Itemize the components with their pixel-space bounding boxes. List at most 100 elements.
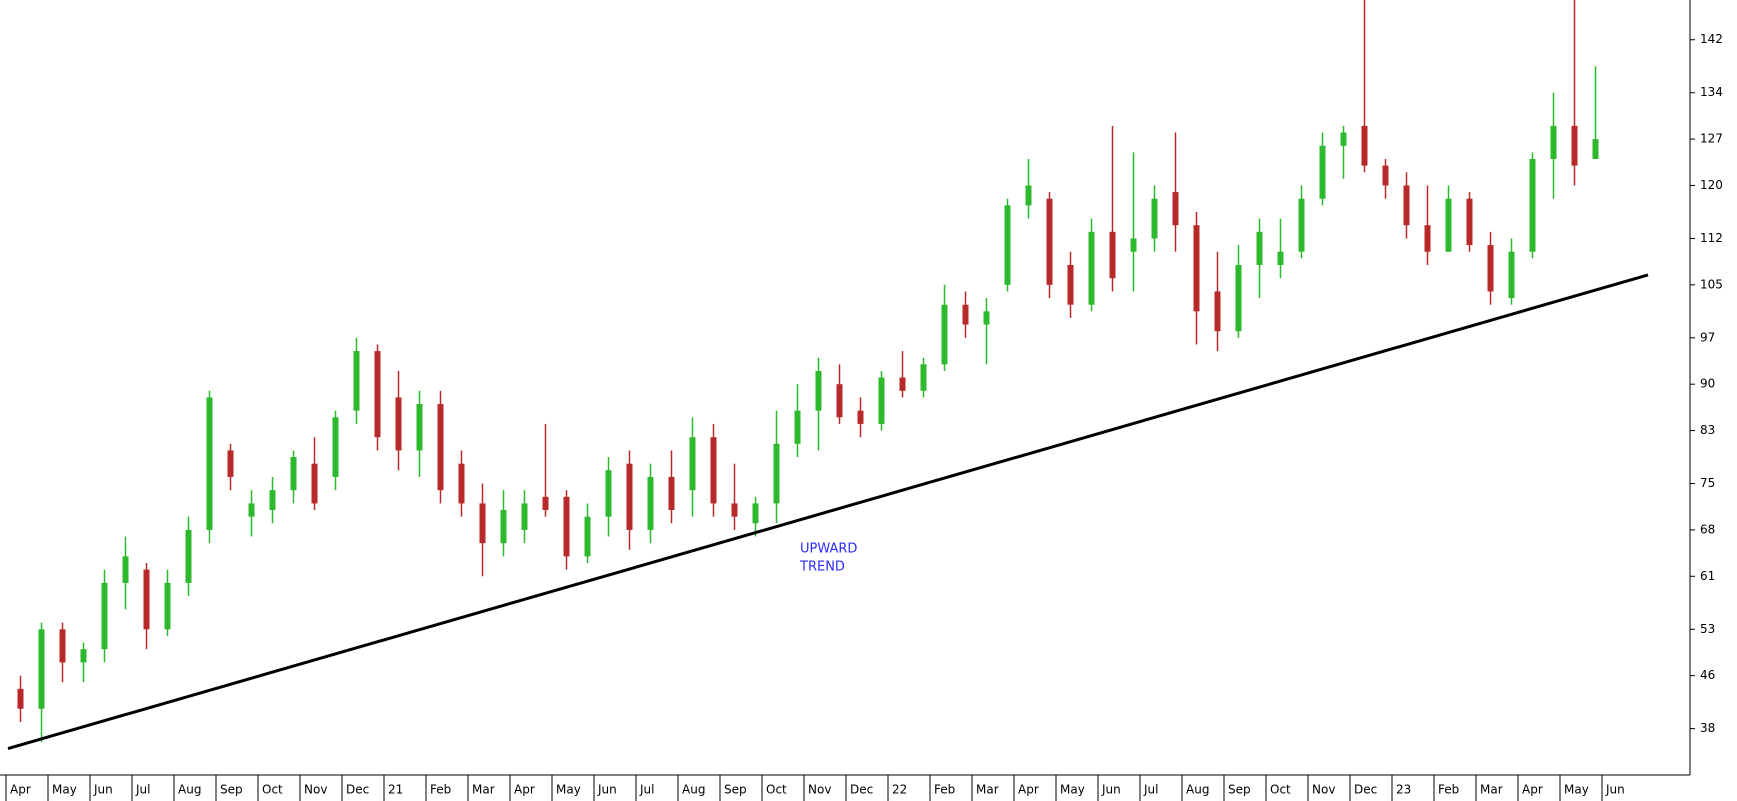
candle-body <box>1109 231 1116 279</box>
y-tick-label: 105 <box>1700 277 1723 291</box>
candle-body <box>269 490 276 511</box>
candle-body <box>836 384 843 418</box>
x-tick-label: Apr <box>1522 783 1543 797</box>
x-tick-label: Mar <box>1480 783 1503 797</box>
x-tick-label: Nov <box>808 783 831 797</box>
candle-body <box>17 688 24 709</box>
x-tick-label: Aug <box>1186 783 1209 797</box>
x-tick-label: May <box>1564 783 1589 797</box>
candle-body <box>164 582 171 630</box>
x-tick-label: Sep <box>220 783 243 797</box>
candle-body <box>1277 251 1284 265</box>
candle-body <box>1172 192 1179 226</box>
x-tick-label: Jun <box>597 783 617 797</box>
trend-line <box>7 273 1649 750</box>
y-tick-label: 90 <box>1700 377 1715 391</box>
candle-body <box>1046 198 1053 285</box>
candle-body <box>458 463 465 504</box>
x-tick-label: Apr <box>1018 783 1039 797</box>
x-tick-label: Jun <box>1101 783 1121 797</box>
candle-body <box>878 377 885 424</box>
candle-body <box>374 351 381 438</box>
x-tick-label: Sep <box>1228 783 1251 797</box>
candle-body <box>794 410 801 444</box>
x-tick-label: Apr <box>10 783 31 797</box>
x-tick-label: Feb <box>430 783 451 797</box>
y-tick-label: 75 <box>1700 476 1715 490</box>
candle-body <box>1004 205 1011 285</box>
candle-body <box>815 370 822 411</box>
x-tick-label: Nov <box>304 783 327 797</box>
candle-body <box>731 503 738 517</box>
candle-body <box>521 503 528 530</box>
x-tick-label: Feb <box>1438 783 1459 797</box>
candle-body <box>1361 125 1368 166</box>
y-tick-label: 61 <box>1700 569 1715 583</box>
x-tick-label: Dec <box>346 783 369 797</box>
x-tick-label: Apr <box>514 783 535 797</box>
x-tick-label: Oct <box>262 783 283 797</box>
candle-body <box>437 404 444 491</box>
candle-body <box>1550 125 1557 159</box>
candle-body <box>1403 185 1410 226</box>
candle-body <box>206 397 213 530</box>
x-tick-label: Oct <box>1270 783 1291 797</box>
y-tick-label: 97 <box>1700 330 1715 344</box>
candle-body <box>1298 198 1305 252</box>
x-tick-label: Mar <box>472 783 495 797</box>
candle-body <box>542 496 549 511</box>
x-tick-label: Sep <box>724 783 747 797</box>
candle-body <box>1151 198 1158 239</box>
candle-body <box>143 569 150 630</box>
candle-body <box>668 476 675 511</box>
x-tick-label: May <box>1060 783 1085 797</box>
candle-body <box>1214 291 1221 332</box>
candle-body <box>899 377 906 391</box>
y-tick-label: 142 <box>1700 32 1723 46</box>
candle-body <box>1340 132 1347 146</box>
candle-body <box>689 437 696 491</box>
x-tick-label: May <box>556 783 581 797</box>
candle-body <box>626 463 633 530</box>
x-tick-label: Jul <box>1143 783 1158 797</box>
candle-body <box>248 503 255 517</box>
y-tick-label: 38 <box>1700 721 1715 735</box>
candle-body <box>941 304 948 365</box>
x-tick-label: 21 <box>388 783 403 797</box>
y-tick-label: 83 <box>1700 423 1715 437</box>
candle-body <box>80 649 87 663</box>
x-tick-label: Mar <box>976 783 999 797</box>
candle-body <box>563 496 570 557</box>
candle-body <box>962 304 969 325</box>
candle-body <box>479 503 486 544</box>
y-tick-label: 120 <box>1700 178 1723 192</box>
candle-body <box>311 463 318 504</box>
candle-body <box>983 311 990 325</box>
y-tick-label: 53 <box>1700 622 1715 636</box>
candle-body <box>1193 225 1200 312</box>
x-tick-label: Aug <box>682 783 705 797</box>
candle-body <box>920 364 927 391</box>
y-tick-label: 68 <box>1700 522 1715 536</box>
candle-body <box>227 450 234 477</box>
annotation: UPWARD <box>800 542 857 557</box>
candle-body <box>290 457 297 491</box>
candle-body <box>59 629 66 663</box>
candle-body <box>1067 264 1074 305</box>
candle-body <box>1592 139 1599 159</box>
candle-body <box>584 516 591 557</box>
candle-body <box>1529 158 1536 252</box>
x-tick-label: 23 <box>1396 783 1411 797</box>
candle-body <box>647 476 654 530</box>
candle-body <box>395 397 402 451</box>
x-tick-label: Jun <box>1605 783 1625 797</box>
candle-body <box>38 629 45 709</box>
y-tick-label: 134 <box>1700 85 1723 99</box>
candle-body <box>185 529 192 583</box>
candle-body <box>1466 198 1473 246</box>
candle-body <box>752 503 759 524</box>
candle-body <box>353 351 360 411</box>
candle-body <box>605 470 612 517</box>
